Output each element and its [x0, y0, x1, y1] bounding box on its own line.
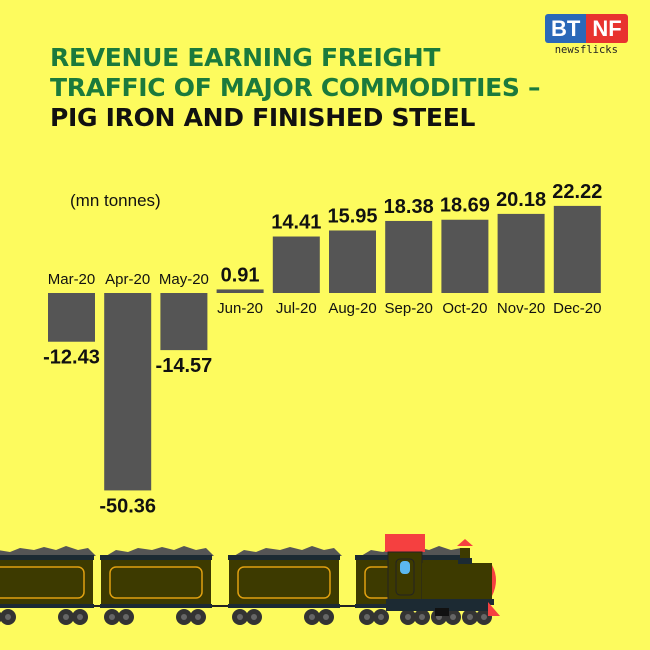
bar-Jul-20 — [272, 236, 320, 293]
category-label: Oct-20 — [442, 300, 487, 317]
bar-Jun-20 — [216, 289, 264, 293]
title-line-3: PIG IRON AND FINISHED STEEL — [50, 103, 476, 132]
category-label: May-20 — [159, 271, 209, 288]
bar-May-20 — [160, 293, 208, 351]
logo-nf: NF — [586, 14, 628, 43]
train-icon — [0, 534, 500, 625]
chart-title: REVENUE EARNING FREIGHT TRAFFIC OF MAJOR… — [50, 43, 541, 133]
category-label: Nov-20 — [497, 300, 545, 317]
bar-Sep-20 — [385, 220, 433, 293]
logo-bt: BT — [545, 14, 587, 43]
train-illustration — [0, 534, 500, 625]
title-line-2: TRAFFIC OF MAJOR COMMODITIES – — [50, 73, 541, 102]
bar-Mar-20 — [48, 293, 95, 342]
category-label: Sep-20 — [385, 300, 433, 317]
bar-Nov-20 — [497, 213, 545, 293]
bar-Apr-20 — [104, 293, 152, 491]
value-label: 22.22 — [552, 181, 602, 203]
bar-Aug-20 — [329, 230, 376, 293]
value-label: 14.41 — [271, 212, 321, 234]
bar-Oct-20 — [441, 219, 489, 293]
category-label: Aug-20 — [328, 300, 376, 317]
category-label: Apr-20 — [105, 271, 150, 288]
value-label: 20.18 — [496, 189, 546, 211]
value-label: 15.95 — [327, 205, 377, 227]
category-label: Jul-20 — [276, 300, 317, 317]
category-label: Dec-20 — [553, 300, 601, 317]
value-label: -14.57 — [156, 355, 213, 377]
bar-Dec-20 — [553, 205, 601, 293]
bt-newsflicks-logo: BT NF newsflicks — [545, 14, 628, 56]
title-line-1: REVENUE EARNING FREIGHT — [50, 43, 441, 72]
category-label: Jun-20 — [217, 300, 263, 317]
value-label: -12.43 — [43, 347, 100, 369]
bar-chart: Mar-20 -12.43 Apr-20 -50.36 May-20 -14.57 Jun-… — [43, 181, 602, 518]
logo-sub: newsflicks — [554, 44, 618, 56]
value-label: 18.69 — [440, 195, 490, 217]
unit-label: (mn tonnes) — [70, 191, 161, 210]
value-label: -50.36 — [99, 495, 156, 517]
value-label: 18.38 — [384, 196, 434, 218]
value-label: 0.91 — [221, 264, 260, 286]
category-label: Mar-20 — [48, 271, 96, 288]
